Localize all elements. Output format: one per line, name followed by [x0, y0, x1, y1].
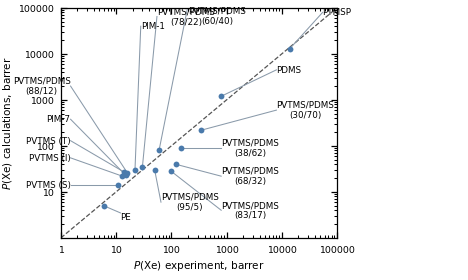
Text: PE: PE: [120, 213, 131, 222]
X-axis label: $P$(Xe) experiment, barrer: $P$(Xe) experiment, barrer: [133, 258, 265, 272]
Text: PVTMS/PDMS
(38/62): PVTMS/PDMS (38/62): [221, 139, 279, 158]
Text: PVTMS/PDMS
(83/17): PVTMS/PDMS (83/17): [221, 201, 279, 220]
Text: PVTMS (S): PVTMS (S): [26, 181, 71, 190]
Text: PVTMS/PDMS
(60/40): PVTMS/PDMS (60/40): [188, 6, 246, 26]
Text: PVTMS (T): PVTMS (T): [26, 136, 71, 145]
Text: PVTMS/PDMS
(30/70): PVTMS/PDMS (30/70): [277, 101, 334, 120]
Text: PIM-7: PIM-7: [46, 115, 71, 124]
Text: PVTMS/PDMS
(95/5): PVTMS/PDMS (95/5): [161, 193, 219, 212]
Text: PDMS: PDMS: [277, 66, 301, 75]
Text: PVTMS/PDMS
(88/12): PVTMS/PDMS (88/12): [13, 77, 71, 96]
Text: PVTMS (I): PVTMS (I): [29, 154, 71, 163]
Text: PVTMS/PDMS
(78/22): PVTMS/PDMS (78/22): [157, 7, 215, 27]
Text: PTMSP: PTMSP: [322, 8, 351, 17]
Text: PIM-1: PIM-1: [141, 22, 165, 31]
Y-axis label: $P$(Xe) calculations, barrer: $P$(Xe) calculations, barrer: [0, 57, 14, 190]
Text: PVTMS/PDMS
(68/32): PVTMS/PDMS (68/32): [221, 167, 279, 186]
